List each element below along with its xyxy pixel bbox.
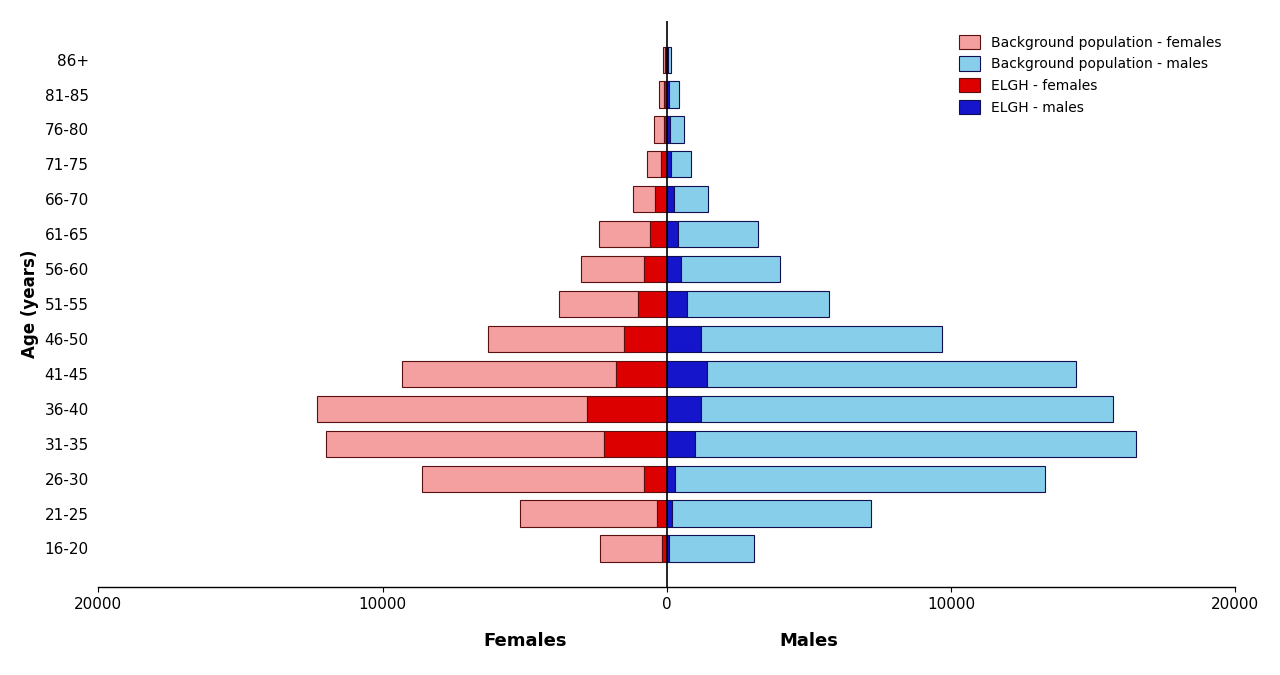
Bar xyxy=(625,326,667,352)
Bar xyxy=(667,82,669,108)
Bar xyxy=(669,116,684,142)
Bar xyxy=(667,116,669,142)
Bar xyxy=(686,291,828,317)
Bar xyxy=(632,186,655,213)
Bar xyxy=(655,186,667,213)
Bar xyxy=(701,326,942,352)
Bar xyxy=(667,186,673,213)
Bar xyxy=(673,186,708,213)
Legend: Background population - females, Background population - males, ELGH - females, : Background population - females, Backgro… xyxy=(952,28,1228,121)
Bar xyxy=(667,326,701,352)
Bar xyxy=(659,82,664,108)
Bar xyxy=(588,396,667,422)
Text: Females: Females xyxy=(483,632,566,650)
Bar xyxy=(644,256,667,282)
Bar xyxy=(663,47,666,73)
Bar xyxy=(604,431,667,457)
Bar xyxy=(581,256,644,282)
Bar xyxy=(488,326,625,352)
Text: Males: Males xyxy=(780,632,838,650)
Bar xyxy=(667,466,676,491)
Bar xyxy=(599,221,650,247)
Bar xyxy=(663,535,667,562)
Bar xyxy=(657,500,667,526)
Bar xyxy=(681,256,781,282)
Bar xyxy=(678,221,758,247)
Bar xyxy=(667,256,681,282)
Bar xyxy=(667,291,686,317)
Bar xyxy=(667,500,672,526)
Bar xyxy=(402,360,616,387)
Bar xyxy=(667,47,668,73)
Bar xyxy=(667,360,707,387)
Bar xyxy=(325,431,604,457)
Bar xyxy=(669,535,754,562)
Bar xyxy=(644,466,667,491)
Bar xyxy=(664,116,667,142)
Bar xyxy=(701,396,1112,422)
Bar xyxy=(664,82,667,108)
Bar xyxy=(422,466,644,491)
Bar xyxy=(667,151,671,178)
Bar xyxy=(672,500,872,526)
Bar xyxy=(668,47,671,73)
Bar xyxy=(669,82,678,108)
Bar xyxy=(616,360,667,387)
Bar xyxy=(521,500,657,526)
Bar xyxy=(695,431,1135,457)
Bar xyxy=(666,47,667,73)
Bar xyxy=(559,291,639,317)
Bar xyxy=(317,396,588,422)
Bar xyxy=(650,221,667,247)
Bar xyxy=(600,535,663,562)
Bar xyxy=(639,291,667,317)
Y-axis label: Age (years): Age (years) xyxy=(20,250,38,358)
Bar xyxy=(667,396,701,422)
Bar xyxy=(671,151,691,178)
Bar xyxy=(667,431,695,457)
Bar xyxy=(646,151,660,178)
Bar xyxy=(676,466,1044,491)
Bar xyxy=(654,116,664,142)
Bar xyxy=(707,360,1076,387)
Bar xyxy=(660,151,667,178)
Bar xyxy=(667,535,669,562)
Bar xyxy=(667,221,678,247)
